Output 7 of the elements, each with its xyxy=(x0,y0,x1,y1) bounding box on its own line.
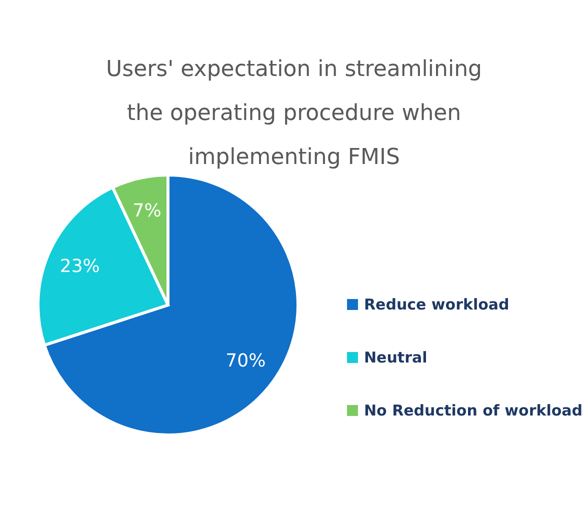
legend-label: Neutral xyxy=(364,348,428,366)
data-label: 23% xyxy=(60,256,100,277)
legend-label: Reduce workload xyxy=(364,296,510,314)
chart-title: Users' expectation in streamlining the operating procedure when implementing FMIS xyxy=(106,57,482,170)
legend-label: No Reduction of workload xyxy=(364,402,583,420)
data-label: 7% xyxy=(132,200,162,222)
data-label: 70% xyxy=(226,350,266,372)
